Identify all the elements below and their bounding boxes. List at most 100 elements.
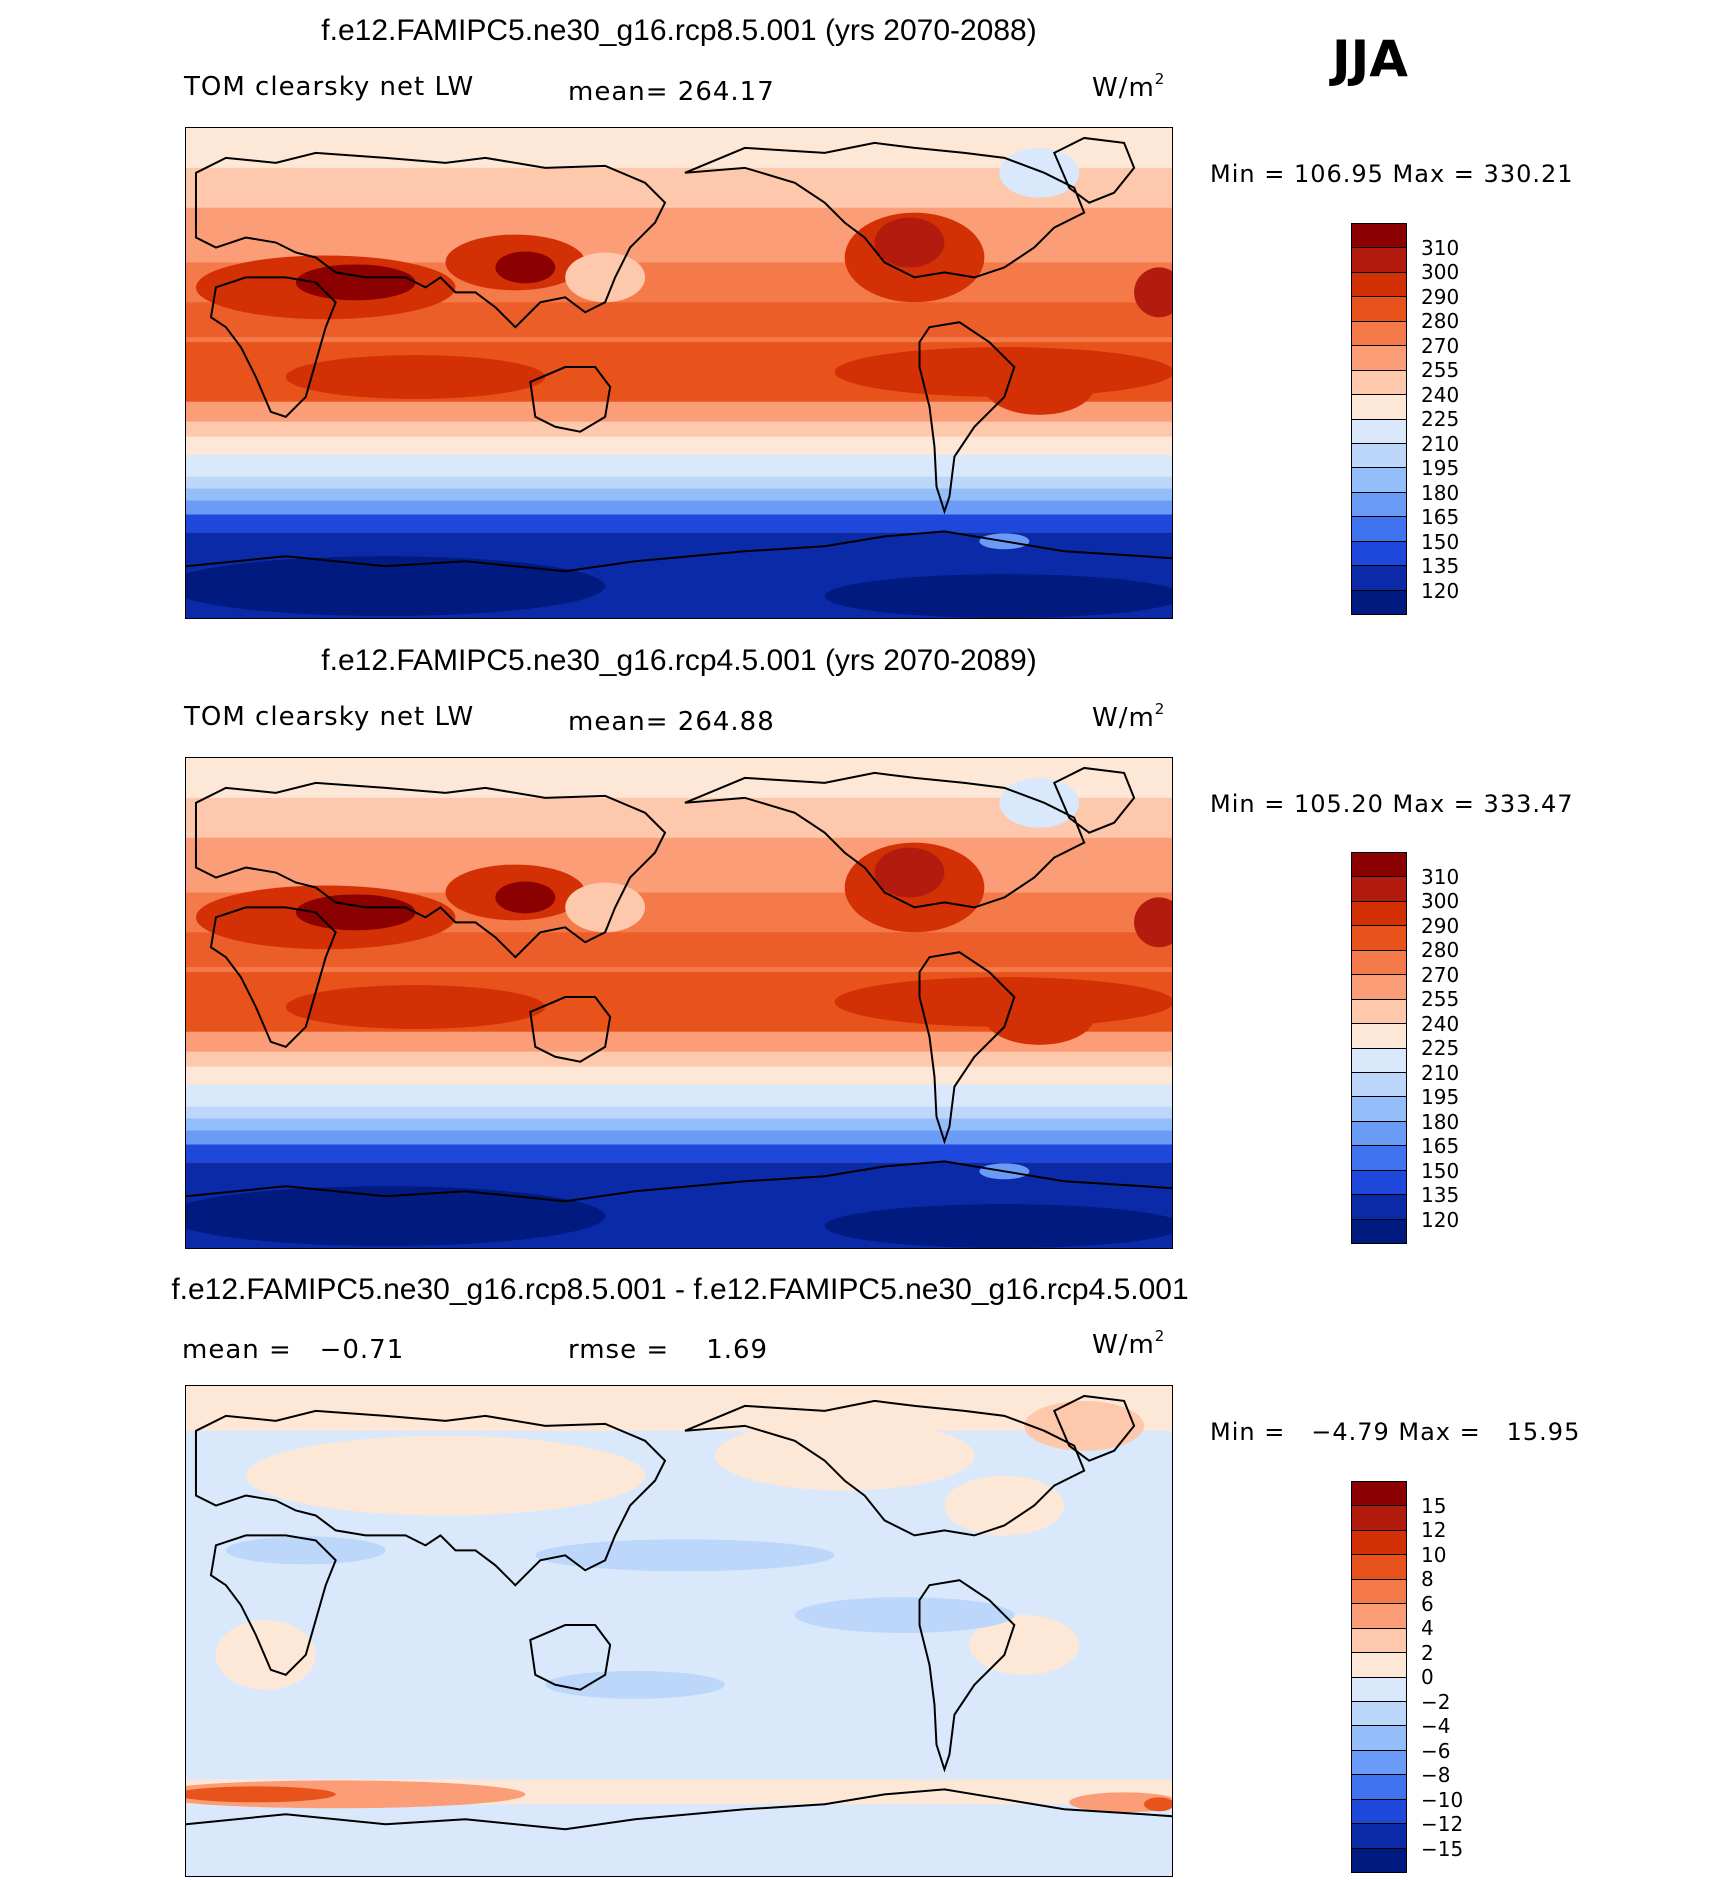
panel-1-colorbar [1351, 223, 1407, 615]
colorbar-label: 225 [1421, 1036, 1460, 1060]
colorbar-label: 270 [1421, 333, 1460, 358]
panel-3-colorbar [1351, 1481, 1407, 1873]
colorbar-cell [1352, 541, 1406, 567]
colorbar-cell [1352, 1750, 1406, 1776]
colorbar-cell [1352, 1701, 1406, 1727]
colorbar-cell [1352, 853, 1406, 878]
panel-2-variable-label: TOM clearsky net LW [184, 702, 475, 732]
colorbar-cell [1352, 443, 1406, 469]
colorbar-cell [1352, 297, 1406, 322]
colorbar-cell [1352, 1604, 1406, 1629]
colorbar-label: 150 [1421, 1158, 1460, 1183]
colorbar-label: 270 [1421, 962, 1460, 987]
colorbar-cell [1352, 321, 1406, 347]
colorbar-label: −4 [1421, 1714, 1451, 1738]
colorbar-label: 180 [1421, 480, 1460, 505]
colorbar-label: 120 [1421, 1207, 1460, 1232]
colorbar-cell [1352, 1219, 1406, 1243]
colorbar-label: 280 [1421, 938, 1460, 962]
panel-1-variable-label: TOM clearsky net LW [184, 72, 475, 102]
colorbar-label: 195 [1421, 456, 1460, 480]
colorbar-label: 150 [1421, 529, 1460, 554]
colorbar-cell [1352, 1170, 1406, 1196]
colorbar-cell [1352, 1482, 1406, 1507]
colorbar-cell [1352, 1195, 1406, 1220]
panel-3-minmax: Min = −4.79 Max = 15.95 [1210, 1418, 1581, 1446]
panel-1-mean-label: mean= 264.17 [568, 77, 775, 107]
colorbar-label: 165 [1421, 1134, 1460, 1158]
panel-2-units: W/m2 [1092, 700, 1165, 733]
colorbar-cell [1352, 950, 1406, 976]
colorbar-cell [1352, 901, 1406, 927]
panel-2-colorbar-labels: 310 300 290 280 270 255 240 225 210 195 … [1421, 852, 1521, 1244]
panel-1-minmax: Min = 106.95 Max = 330.21 [1210, 160, 1574, 188]
colorbar-cell [1352, 877, 1406, 902]
colorbar-label: 135 [1421, 1183, 1460, 1207]
colorbar-label: 240 [1421, 1011, 1460, 1036]
colorbar-label: 180 [1421, 1109, 1460, 1134]
colorbar-label: −15 [1421, 1836, 1464, 1861]
colorbar-cell [1352, 1506, 1406, 1531]
colorbar-label: 135 [1421, 554, 1460, 578]
colorbar-label: 210 [1421, 1060, 1460, 1085]
colorbar-label: −2 [1421, 1689, 1451, 1714]
colorbar-label: 4 [1421, 1616, 1434, 1640]
colorbar-cell [1352, 1048, 1406, 1073]
colorbar-cell [1352, 1628, 1406, 1654]
panel-2-minmax: Min = 105.20 Max = 333.47 [1210, 790, 1574, 818]
colorbar-cell [1352, 1121, 1406, 1147]
colorbar-cell [1352, 926, 1406, 951]
colorbar-label: 300 [1421, 889, 1460, 913]
panel-3-colorbar-labels: 15 12 10 8 6 4 2 0 −2 −4 −6 −8 −10 −12 −… [1421, 1481, 1521, 1873]
colorbar-cell [1352, 975, 1406, 1000]
colorbar-cell [1352, 1848, 1406, 1872]
panel-1-title: f.e12.FAMIPC5.ne30_g16.rcp8.5.001 (yrs 2… [321, 14, 1037, 47]
colorbar-label: 2 [1421, 1640, 1434, 1665]
colorbar-cell [1352, 224, 1406, 249]
colorbar-cell [1352, 1555, 1406, 1580]
colorbar-cell [1352, 1726, 1406, 1751]
panel-1-colorbar-labels: 310 300 290 280 270 255 240 225 210 195 … [1421, 223, 1521, 615]
colorbar-label: 255 [1421, 358, 1460, 382]
colorbar-cell [1352, 1097, 1406, 1122]
colorbar-label: 12 [1421, 1518, 1447, 1542]
colorbar-cell [1352, 1775, 1406, 1800]
colorbar-cell [1352, 1653, 1406, 1678]
panel-3-rmse-label: rmse = 1.69 [568, 1335, 769, 1365]
panel-3-map [185, 1385, 1173, 1877]
colorbar-cell [1352, 1024, 1406, 1049]
panel-3-mean-label: mean = −0.71 [182, 1335, 405, 1365]
colorbar-label: 310 [1421, 864, 1460, 889]
colorbar-cell [1352, 419, 1406, 444]
panel-3-units: W/m2 [1092, 1327, 1165, 1360]
colorbar-cell [1352, 468, 1406, 493]
colorbar-label: 0 [1421, 1665, 1434, 1689]
colorbar-cell [1352, 395, 1406, 420]
panel-2-title: f.e12.FAMIPC5.ne30_g16.rcp4.5.001 (yrs 2… [321, 644, 1037, 677]
panel-1-map [185, 127, 1173, 619]
colorbar-label: −10 [1421, 1787, 1464, 1812]
panel-3-field [186, 1386, 1172, 1876]
colorbar-cell [1352, 1530, 1406, 1556]
colorbar-label: 280 [1421, 309, 1460, 333]
colorbar-cell [1352, 517, 1406, 542]
colorbar-cell [1352, 1677, 1406, 1702]
colorbar-cell [1352, 1579, 1406, 1605]
colorbar-label: 6 [1421, 1591, 1434, 1616]
colorbar-label: 310 [1421, 235, 1460, 260]
colorbar-cell [1352, 590, 1406, 614]
colorbar-label: 195 [1421, 1085, 1460, 1109]
panel-2-colorbar [1351, 852, 1407, 1244]
panel-3-title: f.e12.FAMIPC5.ne30_g16.rcp8.5.001 - f.e1… [171, 1273, 1189, 1306]
colorbar-cell [1352, 1799, 1406, 1825]
colorbar-label: 290 [1421, 284, 1460, 309]
colorbar-label: 10 [1421, 1542, 1447, 1567]
colorbar-cell [1352, 1072, 1406, 1098]
colorbar-label: 255 [1421, 987, 1460, 1011]
colorbar-label: 8 [1421, 1567, 1434, 1591]
colorbar-label: 210 [1421, 431, 1460, 456]
colorbar-label: −8 [1421, 1763, 1451, 1787]
colorbar-cell [1352, 566, 1406, 591]
colorbar-cell [1352, 346, 1406, 371]
